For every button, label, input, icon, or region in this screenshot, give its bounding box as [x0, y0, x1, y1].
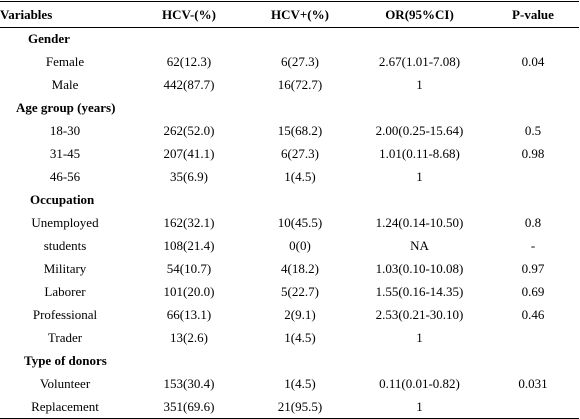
section-row-donor-type: Type of donors [0, 350, 579, 373]
hcv-negative-cell: 66(13.1) [166, 307, 212, 322]
p-value-cell [487, 395, 579, 419]
odds-ratio-cell: 2.00(0.25-15.64) [375, 123, 464, 138]
hcv-positive-cell: 15(68.2) [277, 123, 323, 138]
table-row: Unemployed 162(32.1) 10(45.5) 1.24(0.14-… [0, 212, 579, 235]
hcv-negative-cell: 35(6.9) [170, 169, 208, 184]
p-value-cell: 0.98 [521, 146, 545, 161]
odds-ratio-cell: 1 [416, 330, 423, 345]
hcv-negative-cell: 162(32.1) [163, 215, 215, 230]
odds-ratio-cell: 1.01(0.11-8.68) [379, 146, 460, 161]
table-row: Military 54(10.7) 4(18.2) 1.03(0.10-10.0… [0, 258, 579, 281]
hcv-negative-cell: 262(52.0) [163, 123, 215, 138]
row-label: 18-30 [49, 123, 81, 138]
table-row: Trader 13(2.6) 1(4.5) 1 [0, 327, 579, 350]
section-title: Type of donors [24, 353, 107, 368]
p-value-cell: 0.031 [518, 376, 548, 391]
section-row-gender: Gender [0, 28, 579, 51]
section-title: Gender [28, 31, 70, 47]
section-title: Age group (years) [16, 100, 116, 115]
p-value-cell: 0.46 [521, 307, 545, 322]
odds-ratio-cell: 1 [416, 77, 423, 92]
header-variables: Variables [0, 1, 130, 28]
hcv-negative-cell: 153(30.4) [163, 376, 215, 391]
hcv-positive-cell: 1(4.5) [284, 169, 316, 184]
odds-ratio-cell: NA [410, 238, 429, 253]
p-value-cell [487, 74, 579, 97]
row-label: Trader [47, 330, 83, 345]
table-row: Laborer 101(20.0) 5(22.7) 1.55(0.16-14.3… [0, 281, 579, 304]
section-title: Occupation [30, 192, 95, 207]
table-row: Volunteer 153(30.4) 1(4.5) 0.11(0.01-0.8… [0, 373, 579, 396]
odds-ratio-cell: 1.03(0.10-10.08) [375, 261, 464, 276]
odds-ratio-cell: 2.53(0.21-30.10) [375, 307, 464, 322]
hcv-positive-cell: 16(72.7) [277, 77, 323, 92]
p-value-cell: - [530, 238, 536, 253]
hcv-negative-cell: 62(12.3) [166, 54, 212, 69]
p-value-cell: 0.69 [521, 284, 545, 299]
hcv-positive-cell: 6(27.3) [281, 54, 319, 69]
p-value-cell: 0.8 [524, 215, 542, 230]
hcv-positive-cell: 1(4.5) [284, 330, 316, 345]
hcv-negative-cell: 101(20.0) [163, 284, 215, 299]
header-odds-ratio: OR(95%CI) [352, 1, 487, 28]
odds-ratio-cell: 1.55(0.16-14.35) [375, 284, 464, 299]
row-label: Professional [32, 307, 98, 322]
hcv-negative-cell: 207(41.1) [163, 146, 215, 161]
odds-ratio-cell: 0.11(0.01-0.82) [379, 376, 460, 391]
row-label: 31-45 [49, 146, 81, 161]
table-row: students 108(21.4) 0(0) NA - [0, 235, 579, 258]
hcv-positive-cell: 1(4.5) [284, 376, 316, 391]
odds-ratio-cell: 1 [416, 169, 423, 184]
row-label: Unemployed [31, 215, 99, 230]
hcv-positive-cell: 10(45.5) [277, 215, 323, 230]
hcv-positive-cell: 2(9.1) [284, 307, 316, 322]
table-row: 31-45 207(41.1) 6(27.3) 1.01(0.11-8.68) … [0, 143, 579, 166]
hcv-positive-cell: 4(18.2) [281, 261, 319, 276]
hcv-negative-cell: 54(10.7) [166, 261, 212, 276]
table-row: 46-56 35(6.9) 1(4.5) 1 [0, 166, 579, 189]
hcv-positive-cell: 5(22.7) [281, 284, 319, 299]
hcv-positive-cell: 6(27.3) [281, 146, 319, 161]
p-value-cell [487, 327, 579, 350]
section-row-occupation: Occupation [0, 189, 579, 212]
hcv-negative-cell: 351(69.6) [130, 395, 248, 419]
row-label: 46-56 [49, 169, 81, 184]
table-row: Male 442(87.7) 16(72.7) 1 [0, 74, 579, 97]
row-label: Laborer [44, 284, 86, 299]
p-value-cell: 0.5 [524, 123, 542, 138]
odds-ratio-cell: 1.24(0.14-10.50) [375, 215, 464, 230]
table-row: 18-30 262(52.0) 15(68.2) 2.00(0.25-15.64… [0, 120, 579, 143]
hcv-positive-cell: 21(95.5) [248, 395, 352, 419]
row-label: Military [43, 261, 87, 276]
header-p-value: P-value [487, 1, 579, 28]
odds-ratio-cell: 2.67(1.01-7.08) [378, 54, 461, 69]
row-label: Volunteer [39, 376, 91, 391]
odds-ratio-cell: 1 [352, 395, 487, 419]
header-hcv-negative: HCV-(%) [130, 1, 248, 28]
table-row: Replacement 351(69.6) 21(95.5) 1 [0, 395, 579, 419]
header-hcv-positive: HCV+(%) [248, 1, 352, 28]
row-label: Replacement [0, 395, 130, 419]
row-label: Female [45, 54, 85, 69]
row-label: students [43, 238, 87, 253]
hcv-negative-cell: 442(87.7) [163, 77, 215, 92]
table-row: Female 62(12.3) 6(27.3) 2.67(1.01-7.08) … [0, 51, 579, 74]
hcv-negative-cell: 108(21.4) [163, 238, 215, 253]
section-row-age-group: Age group (years) [0, 97, 579, 120]
p-value-cell [487, 166, 579, 189]
hcv-negative-cell: 13(2.6) [170, 330, 208, 345]
p-value-cell: 0.04 [521, 54, 545, 69]
header-row: Variables HCV-(%) HCV+(%) OR(95%CI) P-va… [0, 1, 579, 28]
row-label: Male [51, 77, 79, 92]
p-value-cell: 0.97 [521, 261, 545, 276]
hcv-positive-cell: 0(0) [289, 238, 311, 253]
table-row: Professional 66(13.1) 2(9.1) 2.53(0.21-3… [0, 304, 579, 327]
